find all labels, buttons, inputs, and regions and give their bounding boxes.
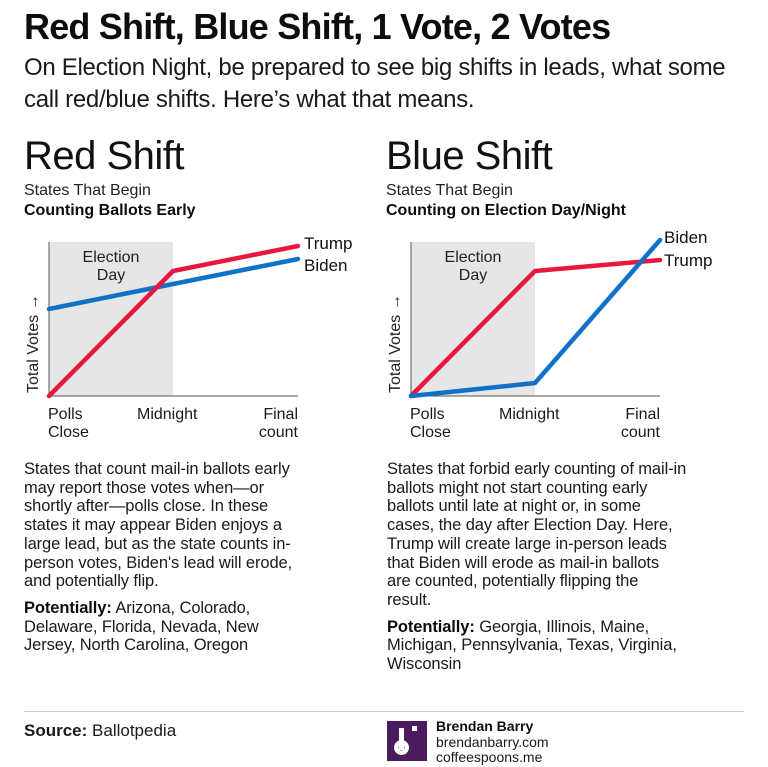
x-tick-final-count: Final count [248, 406, 298, 442]
author-site-1: brendanbarry.com [436, 733, 549, 750]
legend-biden: Biden [304, 256, 347, 275]
x-tick-midnight: Midnight [499, 406, 560, 423]
x-tick-polls-close: Polls Close [410, 406, 451, 442]
blue-shift-chart: Election Day Biden Trump Total Votes → [387, 228, 713, 399]
states-list: Georgia, Illinois, Maine, Michigan, Penn… [387, 617, 677, 674]
page-subtitle: On Election Night, be prepared to see bi… [24, 54, 726, 113]
election-day-shade [411, 242, 535, 396]
x-tick-count: count [258, 424, 298, 441]
blue-shift-description-text: States that forbid early counting of mai… [387, 460, 687, 609]
shade-label-line1: Election [445, 249, 502, 266]
x-tick-count: count [620, 424, 660, 441]
red-shift-chart: Election Day Trump Biden Total Votes → [25, 234, 353, 399]
legend-biden: Biden [664, 228, 707, 247]
source-credit: Source: Ballotpedia [24, 721, 176, 741]
blue-shift-subtitle-line2: Counting on Election Day/Night [386, 202, 626, 219]
election-day-shade [49, 242, 173, 396]
legend-trump: Trump [664, 251, 713, 270]
blue-shift-description: States that forbid early counting of mai… [387, 460, 687, 674]
red-shift-subtitle-line1: States That Begin [24, 182, 151, 199]
source-value: Ballotpedia [92, 721, 177, 740]
blue-shift-subtitle: States That Begin Counting on Election D… [386, 181, 626, 221]
trump-line [408, 257, 663, 399]
x-tick-polls: Polls [48, 406, 83, 423]
blue-shift-subtitle-line1: States That Begin [386, 182, 513, 199]
trump-line [46, 243, 301, 399]
footer-divider [24, 711, 744, 712]
states-label: Potentially: [387, 617, 475, 636]
red-shift-title: Red Shift [24, 134, 185, 178]
shade-label-line1: Election [83, 249, 140, 266]
x-tick-final: Final [263, 406, 298, 423]
red-shift-description: States that count mail-in ballots early … [24, 460, 314, 655]
x-tick-final-count: Final count [610, 406, 660, 442]
blue-shift-title: Blue Shift [386, 134, 553, 178]
blue-shift-states: Potentially: Georgia, Illinois, Maine, M… [387, 618, 687, 674]
source-label: Source: [24, 721, 88, 740]
states-list: Arizona, Colorado, Delaware, Florida, Ne… [24, 598, 259, 655]
page-title: Red Shift, Blue Shift, 1 Vote, 2 Votes [24, 6, 611, 47]
states-label: Potentially: [24, 598, 112, 617]
y-axis-label: Total Votes → [25, 294, 42, 393]
brendan-barry-logo-icon [387, 721, 427, 761]
logo-b-glyph-icon [394, 726, 417, 755]
red-shift-subtitle-line2: Counting Ballots Early [24, 202, 196, 219]
x-tick-polls: Polls [410, 406, 445, 423]
x-tick-final: Final [625, 406, 660, 423]
biden-line [408, 237, 663, 399]
shade-label-line2: Day [97, 267, 125, 284]
x-tick-polls-close: Polls Close [48, 406, 89, 442]
y-axis-label: Total Votes → [387, 294, 404, 393]
red-shift-description-text: States that count mail-in ballots early … [24, 460, 293, 591]
author-credit: Brendan Barry brendanbarry.com coffeespo… [436, 718, 549, 766]
author-name: Brendan Barry [436, 718, 534, 734]
x-tick-midnight: Midnight [137, 406, 198, 423]
biden-line [46, 256, 301, 312]
legend-trump: Trump [304, 234, 353, 253]
red-shift-states: Potentially: Arizona, Colorado, Delaware… [24, 599, 314, 655]
shade-label-line2: Day [459, 267, 487, 284]
author-site-2: coffeespoons.me [436, 749, 543, 765]
red-shift-subtitle: States That Begin Counting Ballots Early [24, 181, 196, 221]
x-tick-close: Close [48, 424, 89, 441]
x-tick-close: Close [410, 424, 451, 441]
